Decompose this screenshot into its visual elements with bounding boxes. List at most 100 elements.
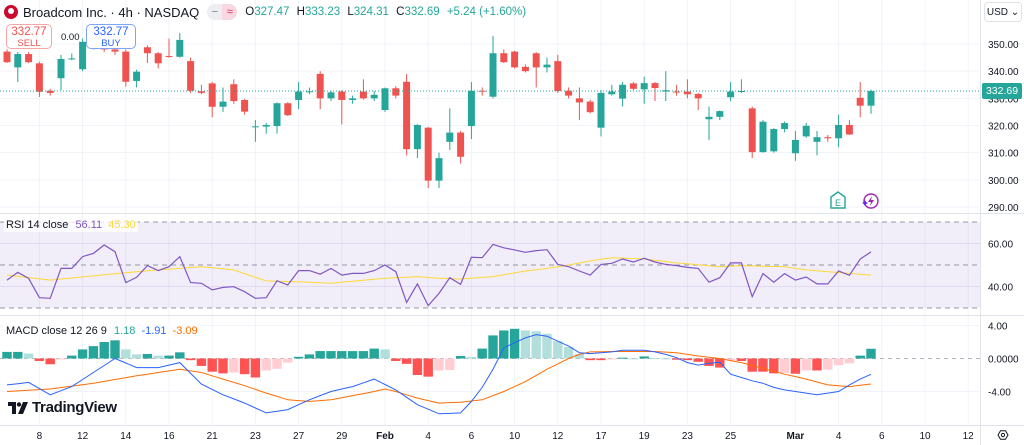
candle — [143, 45, 151, 64]
sell-button[interactable]: 332.77 SELL — [6, 24, 52, 49]
settings-gear-icon[interactable] — [997, 430, 1009, 440]
macd-histogram-bar — [736, 358, 747, 361]
candle-body — [748, 108, 756, 153]
macd-tick-label: 0.0000 — [988, 355, 1019, 366]
candle — [824, 135, 832, 142]
candle-body — [781, 123, 789, 130]
candle — [57, 54, 65, 91]
candle-body — [230, 84, 238, 102]
candle-body — [737, 91, 745, 93]
macd-histogram-bar — [369, 348, 379, 359]
low-value: 324.31 — [353, 6, 389, 18]
candle — [543, 57, 551, 73]
candle-body — [640, 83, 648, 90]
candle-body — [629, 83, 637, 89]
candle-body — [608, 91, 616, 95]
currency-dropdown[interactable]: USD ⌄ — [984, 2, 1022, 22]
collapse-button[interactable]: − — [207, 4, 223, 20]
macd-histogram-bar — [196, 358, 207, 366]
time-tick-label: 21 — [207, 431, 219, 442]
candle-body — [370, 94, 378, 99]
candle — [457, 130, 465, 164]
macd-histogram-bar — [596, 358, 606, 361]
candle — [241, 98, 249, 115]
svg-text:E: E — [835, 198, 841, 208]
buy-button[interactable]: 332.77 BUY — [86, 24, 136, 49]
macd-histogram-bar — [56, 358, 66, 360]
candle — [802, 122, 810, 138]
candle — [208, 82, 216, 118]
macd-histogram-bar — [315, 351, 325, 359]
earnings-icon[interactable]: E — [830, 191, 846, 209]
macd-histogram-bar — [347, 351, 358, 359]
candle — [403, 73, 411, 156]
candle-body — [813, 137, 821, 142]
macd-histogram-value: 1.18 — [113, 325, 136, 337]
broadcom-logo-icon — [4, 5, 18, 19]
symbol-title[interactable]: Broadcom Inc. · 4h · NASDAQ — [23, 4, 200, 20]
candle-body — [197, 91, 205, 93]
macd-histogram-bar — [585, 358, 595, 361]
chart-mode-toggle[interactable]: − ≈ — [207, 4, 238, 20]
macd-histogram-bar — [725, 358, 736, 361]
candle — [532, 52, 540, 88]
last-price-label: 332.69 — [982, 83, 1022, 99]
macd-legend[interactable]: MACD close 12 26 9 1.18 -1.91 -3.09 — [4, 324, 200, 338]
candle-body — [295, 91, 303, 100]
candle-body — [392, 88, 400, 96]
macd-histogram-bar — [261, 358, 271, 371]
candle — [295, 82, 303, 110]
rsi-legend[interactable]: RSI 14 close 56.11 45.30 — [4, 218, 138, 232]
time-tick-label: 4 — [425, 431, 431, 442]
time-tick-label: 17 — [595, 431, 607, 442]
price-tick-label: 300.00 — [988, 176, 1019, 187]
candle — [813, 130, 821, 156]
macd-histogram-bar — [790, 358, 801, 374]
rsi-tick-label: 40.00 — [988, 283, 1013, 294]
candle-body — [79, 41, 87, 70]
macd-histogram-bar — [175, 352, 185, 359]
candle-body — [511, 51, 519, 68]
candle-body — [489, 53, 497, 97]
macd-histogram-bar — [142, 353, 153, 359]
candle-body — [327, 92, 335, 99]
candle-body — [122, 51, 130, 82]
open-value: 327.47 — [254, 6, 290, 18]
candle-body — [521, 66, 529, 72]
candle-body — [338, 91, 346, 100]
candle — [791, 130, 799, 161]
candle — [478, 87, 486, 96]
candle — [122, 49, 130, 87]
candle — [835, 114, 843, 148]
candle — [25, 52, 33, 64]
candle — [3, 49, 11, 64]
candle — [316, 71, 324, 110]
macd-histogram-bar — [758, 358, 768, 372]
macd-histogram-bar — [99, 342, 109, 359]
tradingview-logo[interactable]: TradingView — [8, 399, 117, 416]
rsi-ma-line — [6, 257, 872, 284]
candle — [748, 106, 756, 159]
candle — [651, 82, 659, 102]
candle-body — [727, 91, 735, 98]
candle-body — [716, 111, 724, 117]
high-label: H — [296, 6, 305, 18]
macd-histogram-bar — [833, 358, 844, 366]
macd-histogram-bar — [499, 330, 509, 359]
macd-histogram-bar — [218, 358, 228, 374]
macd-histogram-bar — [401, 358, 412, 364]
macd-histogram-bar — [607, 358, 617, 360]
macd-signal-value: -3.09 — [172, 325, 198, 337]
candle-body — [208, 83, 216, 107]
candle — [197, 84, 205, 95]
candle — [273, 102, 281, 134]
candle — [79, 38, 87, 72]
candle-body — [867, 91, 875, 106]
macd-histogram-bar — [639, 356, 649, 359]
candle — [68, 53, 76, 61]
wave-indicator-button[interactable]: ≈ — [222, 4, 238, 20]
spread-value: 0.00 — [61, 32, 80, 43]
macd-histogram-bar — [110, 340, 120, 359]
dividends-lightning-icon[interactable] — [862, 193, 879, 209]
